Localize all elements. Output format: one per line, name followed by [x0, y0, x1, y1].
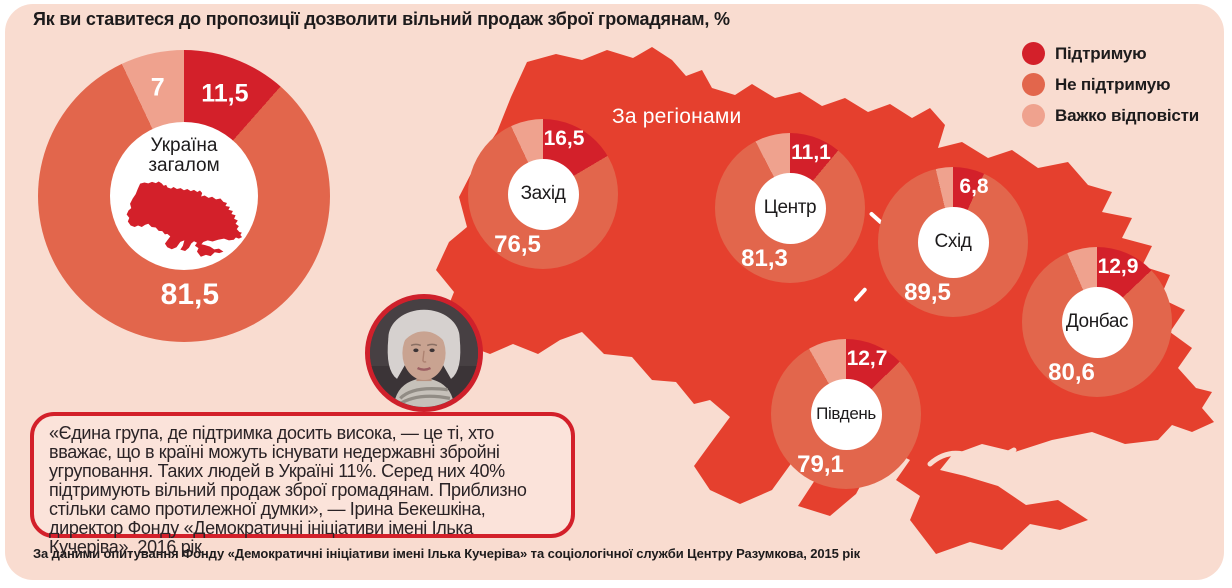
- overall-label: Україна загалом: [148, 134, 220, 176]
- value-oppose: 80,6: [1048, 359, 1095, 386]
- legend-item-oppose: Не підтримую: [1022, 73, 1199, 96]
- value-support: 11,1: [791, 140, 831, 164]
- region-name: Донбас: [1065, 311, 1129, 332]
- region-name: Південь: [816, 404, 876, 423]
- legend-label: Не підтримую: [1055, 74, 1171, 94]
- value-undecided: 7: [150, 73, 165, 102]
- value-support: 16,5: [543, 126, 585, 150]
- legend-swatch-undecided-icon: [1022, 104, 1045, 127]
- value-support: 11,5: [201, 79, 249, 108]
- page-title: Як ви ставитеся до пропозиції дозволити …: [33, 9, 730, 29]
- portrait-illustration: [370, 299, 478, 407]
- donut-ukraine-overall: 11,5 7 81,5 Україна загалом: [38, 50, 330, 342]
- legend: Підтримую Не підтримую Важко відповісти: [1022, 42, 1199, 135]
- region-name: Центр: [763, 197, 817, 218]
- ukraine-mini-map-icon: [126, 181, 243, 258]
- value-oppose: 89,5: [904, 279, 951, 306]
- map-water-details: [853, 211, 1017, 467]
- value-support: 12,7: [846, 346, 888, 370]
- map-region-heading: За регіонами: [612, 105, 742, 128]
- quote-box: «Єдина група, де підтримка досить висока…: [30, 412, 575, 557]
- legend-swatch-oppose-icon: [1022, 73, 1045, 96]
- donut-donbas: 12,9 80,6 Донбас: [1022, 247, 1172, 397]
- donut-center: Схід: [917, 206, 989, 278]
- legend-label: Важко відповісти: [1055, 105, 1199, 125]
- value-oppose: 79,1: [797, 451, 844, 478]
- donut-tsentr: 11,1 81,3 Центр: [715, 133, 865, 283]
- quote-text: «Єдина група, де підтримка досить висока…: [49, 423, 527, 557]
- region-name: Захід: [520, 183, 566, 204]
- donut-center: Україна загалом: [110, 122, 258, 270]
- donut-pivden: 12,7 79,1 Південь: [771, 339, 921, 489]
- value-oppose: 81,3: [741, 245, 788, 272]
- legend-swatch-support-icon: [1022, 42, 1045, 65]
- donut-center: Центр: [754, 172, 826, 244]
- value-oppose: 76,5: [494, 231, 541, 258]
- region-name: Схід: [934, 231, 972, 252]
- legend-item-support: Підтримую: [1022, 42, 1199, 65]
- portrait-photo: [365, 294, 483, 412]
- value-support: 12,9: [1097, 254, 1139, 278]
- donut-skhid: 6,8 89,5 Схід: [878, 167, 1028, 317]
- source-note: За даними опитування Фонду «Демократичні…: [33, 546, 861, 561]
- donut-zakhid: 16,5 76,5 Захід: [468, 119, 618, 269]
- legend-item-undecided: Важко відповісти: [1022, 104, 1199, 127]
- value-oppose: 81,5: [160, 278, 220, 312]
- donut-center: Захід: [507, 158, 579, 230]
- donut-center: Донбас: [1061, 286, 1133, 358]
- donut-center: Південь: [810, 378, 882, 450]
- value-support: 6,8: [959, 174, 989, 198]
- legend-label: Підтримую: [1055, 43, 1147, 63]
